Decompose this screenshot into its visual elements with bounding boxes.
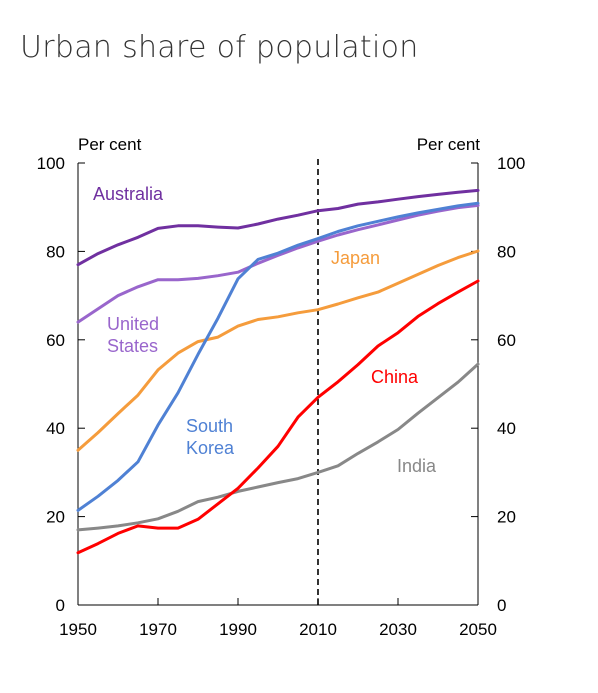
series-label-line: Korea — [186, 438, 235, 458]
series-label-line: China — [371, 367, 419, 387]
page-title: Urban share of population — [20, 30, 419, 65]
series-label-japan: Japan — [331, 248, 380, 268]
y-tick-label-left: 60 — [46, 331, 65, 350]
x-tick-label: 1950 — [59, 620, 97, 639]
series-label-south-korea: South Korea — [186, 416, 235, 458]
series-label-india: India — [397, 456, 437, 476]
y-unit-left: Per cent — [78, 135, 142, 154]
series-label-australia: Australia — [93, 184, 164, 204]
y-tick-label-right: 40 — [497, 419, 516, 438]
series-line-india — [76, 362, 480, 532]
y-tick-label-left: 100 — [37, 154, 65, 173]
series-layer — [76, 188, 480, 555]
series-label-line: Australia — [93, 184, 164, 204]
series-labels: Australia United States South Korea Japan Chin… — [93, 184, 437, 476]
y-tick-label-left: 0 — [56, 596, 65, 615]
x-tick-label: 1970 — [139, 620, 177, 639]
series-label-line: States — [107, 336, 158, 356]
series-line-south-korea — [76, 201, 480, 512]
y-tick-label-right: 100 — [497, 154, 525, 173]
y-tick-label-left: 80 — [46, 242, 65, 261]
x-tick-label: 2050 — [459, 620, 497, 639]
series-label-united-states: United States — [107, 314, 159, 356]
y-tick-label-right: 60 — [497, 331, 516, 350]
y-tick-label-left: 40 — [46, 419, 65, 438]
series-line-japan — [76, 249, 480, 452]
series-line-australia — [76, 188, 480, 267]
chart-axes: 0 0 20 20 40 40 60 60 80 80 100 100 1950 1970 1990 2010… — [37, 135, 526, 639]
series-label-line: Japan — [331, 248, 380, 268]
x-tick-label: 2010 — [299, 620, 337, 639]
series-label-china: China — [371, 367, 419, 387]
x-tick-label: 1990 — [219, 620, 257, 639]
y-tick-label-left: 20 — [46, 508, 65, 527]
series-label-line: South — [186, 416, 233, 436]
series-line-china — [76, 279, 480, 555]
y-unit-right: Per cent — [417, 135, 481, 154]
series-line-united-states — [76, 203, 480, 324]
y-tick-label-right: 20 — [497, 508, 516, 527]
y-tick-label-right: 80 — [497, 242, 516, 261]
y-tick-label-right: 0 — [497, 596, 506, 615]
series-label-line: India — [397, 456, 437, 476]
x-tick-label: 2030 — [379, 620, 417, 639]
series-label-line: United — [107, 314, 159, 334]
